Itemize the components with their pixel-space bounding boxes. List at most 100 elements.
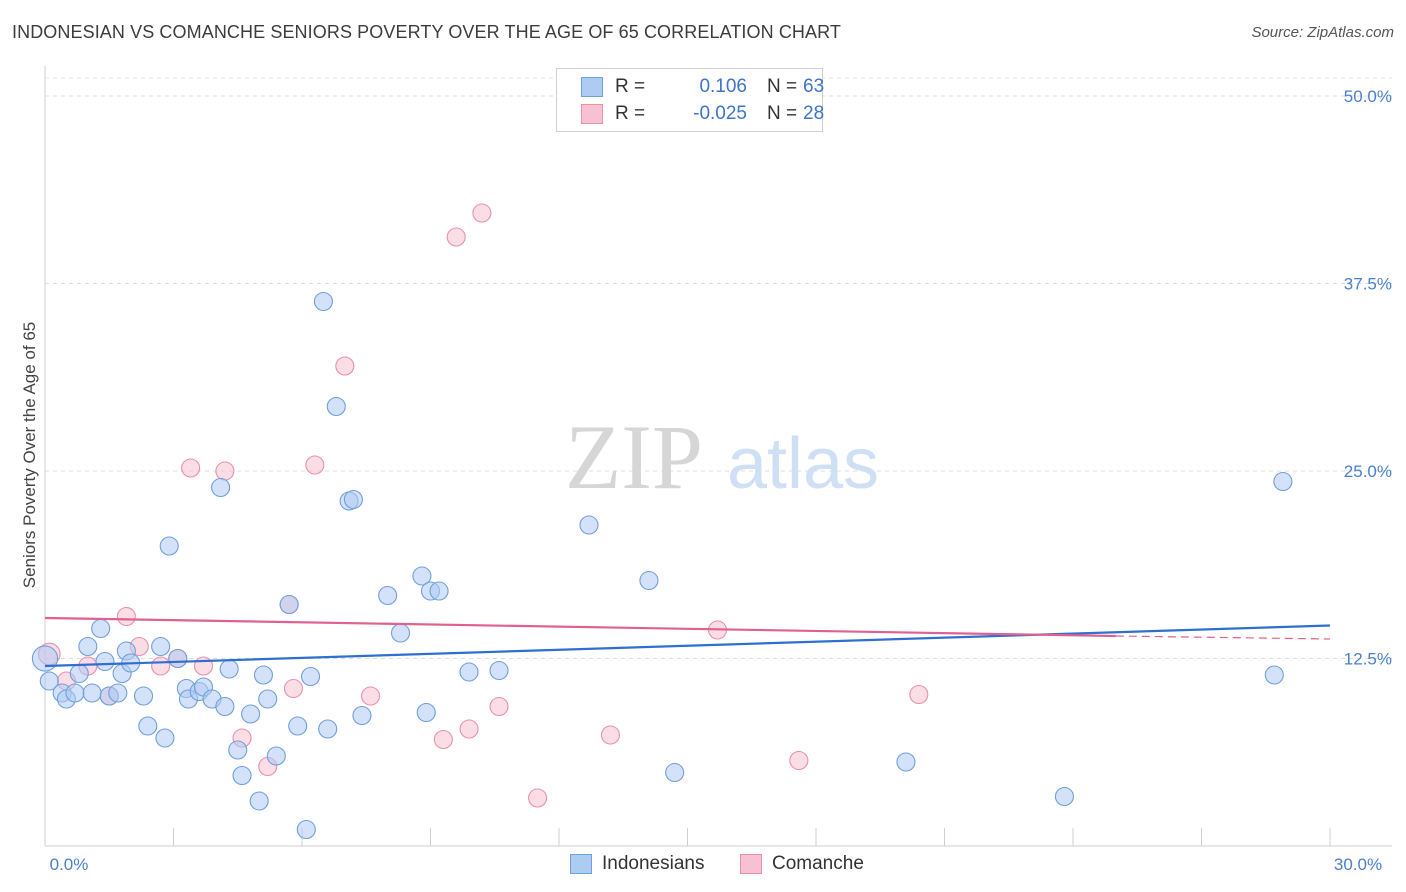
comanche-point	[181, 458, 201, 478]
bottom-legend-label: Comanche	[772, 853, 864, 874]
indonesian-point	[288, 716, 308, 736]
indonesian-point	[896, 752, 916, 772]
indonesian-point	[266, 746, 286, 766]
indonesian-point	[296, 819, 316, 840]
indonesian-point	[301, 666, 321, 687]
legend-row-comanche: R = -0.025 N = 28	[581, 103, 824, 125]
comanche-point	[151, 656, 171, 676]
indonesian-point	[108, 683, 128, 703]
legend-r-label: R =	[615, 103, 646, 124]
indonesian-point	[412, 566, 432, 586]
indonesian-point	[639, 570, 659, 591]
indonesian-point	[228, 740, 248, 760]
indonesian-point	[241, 704, 261, 724]
comanche-trend-extension	[1115, 635, 1331, 640]
indonesian-point	[489, 660, 509, 681]
indonesian-point	[159, 536, 179, 556]
watermark: ZIP atlas	[565, 406, 879, 508]
indonesian-point	[1273, 471, 1293, 492]
correlation-legend: R = 0.106 N = 63 R = -0.025 N = 28	[556, 68, 824, 132]
legend-r-value: -0.025	[693, 103, 747, 124]
comanche-point	[305, 455, 325, 475]
bottom-legend-indonesians: Indonesians	[570, 852, 704, 876]
comanche-point	[283, 678, 303, 699]
indonesian-trend-line	[44, 624, 1331, 668]
indonesian-point	[378, 585, 398, 606]
legend-row-indonesians: R = 0.106 N = 63	[581, 76, 824, 98]
indonesian-point	[279, 594, 299, 615]
indonesian-point	[232, 765, 252, 786]
indonesian-point	[138, 716, 158, 736]
legend-r-label: R =	[615, 76, 646, 97]
indonesian-point	[429, 581, 449, 601]
indonesian-point	[133, 686, 154, 706]
x-tick-label: 30.0%	[1334, 855, 1382, 874]
comanche-point	[215, 461, 235, 481]
indonesian-point	[39, 671, 59, 691]
indonesian-point	[318, 719, 338, 739]
bottom-legend-swatch-blue	[570, 854, 592, 874]
watermark-zip: ZIP	[565, 406, 703, 508]
indonesian-point	[95, 651, 115, 672]
indonesian-point	[352, 705, 372, 726]
chart-title: INDONESIAN VS COMANCHE SENIORS POVERTY O…	[12, 22, 842, 42]
trend-lines	[44, 616, 1331, 668]
x-tick-label: 0.0%	[50, 855, 89, 874]
comanche-points	[37, 203, 929, 808]
comanche-point	[459, 719, 479, 739]
legend-n-value: 28	[803, 103, 825, 124]
comanche-point	[600, 725, 620, 745]
indonesian-point	[78, 636, 98, 657]
watermark-atlas: atlas	[727, 424, 879, 504]
y-tick-label: 37.5%	[1344, 275, 1392, 294]
tick-labels: 12.5% 25.0% 37.5% 50.0% 0.0% 30.0%	[50, 87, 1392, 874]
indonesian-point	[313, 291, 333, 312]
axes	[44, 66, 1392, 847]
indonesian-points	[31, 291, 1293, 840]
comanche-trend-line	[44, 616, 1116, 638]
indonesian-point	[168, 648, 188, 669]
indonesian-point	[343, 489, 363, 510]
indonesian-point	[1264, 665, 1284, 685]
indonesian-point	[155, 728, 175, 748]
indonesian-point	[416, 702, 436, 723]
comanche-point	[335, 356, 355, 376]
comanche-point	[446, 227, 466, 247]
indonesian-point	[459, 662, 479, 682]
y-tick-label: 25.0%	[1344, 462, 1392, 481]
bottom-legend-label: Indonesians	[602, 853, 705, 874]
comanche-point	[789, 750, 809, 771]
y-tick-label: 50.0%	[1344, 87, 1392, 106]
indonesian-point	[91, 618, 111, 639]
legend-swatch-blue	[581, 77, 603, 97]
legend-r-value: 0.106	[699, 76, 747, 97]
indonesian-point	[151, 636, 171, 657]
indonesian-point	[258, 689, 278, 709]
gridlines	[45, 77, 1392, 659]
indonesian-point	[1054, 786, 1074, 807]
comanche-point	[433, 729, 453, 750]
bottom-legend-comanche: Comanche	[740, 852, 864, 876]
bottom-legend-swatch-pink	[740, 854, 762, 874]
comanche-point	[360, 686, 381, 706]
comanche-point	[909, 684, 929, 705]
legend-swatch-pink	[581, 104, 603, 124]
comanche-point	[472, 203, 492, 223]
indonesian-point	[665, 762, 685, 783]
indonesian-point	[326, 396, 346, 417]
indonesian-point	[579, 515, 599, 535]
indonesian-point	[215, 696, 235, 717]
indonesian-point	[69, 663, 89, 684]
source-label: Source: ZipAtlas.com	[1251, 24, 1394, 41]
comanche-point	[528, 788, 548, 808]
indonesian-point	[219, 659, 239, 679]
indonesian-point	[31, 645, 59, 672]
legend-n-label: N =	[767, 76, 798, 97]
y-tick-label: 12.5%	[1344, 650, 1392, 669]
indonesian-point	[82, 683, 102, 703]
indonesian-point	[253, 665, 274, 685]
indonesian-point	[211, 477, 231, 498]
indonesian-point	[65, 683, 85, 703]
indonesian-point	[390, 623, 411, 643]
